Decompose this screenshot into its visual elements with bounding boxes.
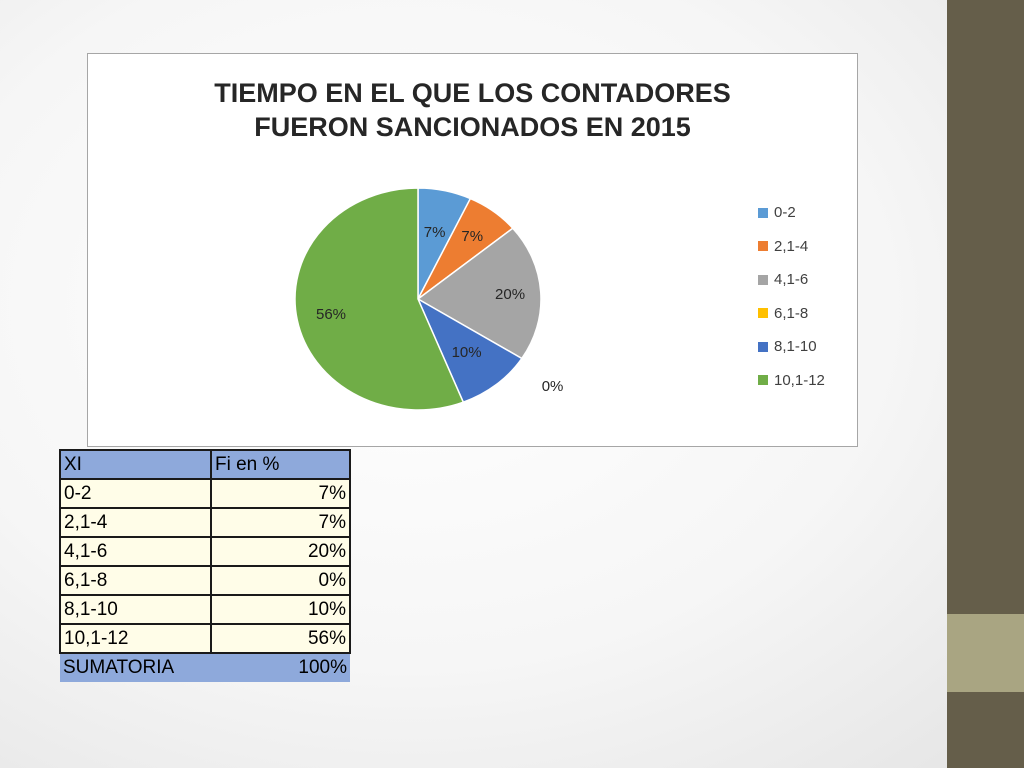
legend-item: 4,1-6 (758, 271, 808, 288)
legend-item: 10,1-12 (758, 372, 825, 389)
chart-title: TIEMPO EN EL QUE LOS CONTADORES FUERON S… (88, 76, 857, 144)
legend-item: 2,1-4 (758, 238, 808, 255)
chart-title-line-1: TIEMPO EN EL QUE LOS CONTADORES (214, 78, 731, 108)
legend-label: 8,1-10 (774, 338, 817, 355)
table-cell-percent: 0% (210, 565, 351, 596)
legend-label: 2,1-4 (774, 237, 809, 255)
pie-chart: 7% 7% 20% 0% 10% 56% (294, 187, 564, 411)
legend-label: 0-2 (774, 204, 796, 221)
legend-item: 6,1-8 (758, 305, 808, 322)
table-cell-class: 10,1-12 (59, 623, 212, 654)
table-row: 6,1-8 0% (59, 565, 351, 596)
side-bar-accent (947, 614, 1024, 692)
table-cell-class: 8,1-10 (59, 594, 212, 625)
table-row: 0-2 7% (59, 478, 351, 509)
pie-slice-3 (416, 227, 542, 360)
legend-swatch (758, 274, 768, 285)
table-header-xi: XI (59, 449, 212, 480)
legend-item: 8,1-10 (758, 338, 817, 355)
legend-swatch (758, 241, 768, 251)
table-row: 8,1-10 10% (59, 594, 351, 625)
legend-swatch (758, 207, 768, 218)
frequency-table: XI Fi en % 0-2 7% 2,1-4 7% 4,1-6 20% 6,1… (59, 449, 351, 682)
pie-slice-6 (294, 187, 465, 411)
pie-data-label: 20% (495, 286, 525, 303)
table-cell-percent: 10% (210, 594, 351, 625)
table-cell-class: 6,1-8 (59, 565, 212, 596)
pie-data-label: 0% (542, 378, 564, 395)
pie-data-label: 10% (452, 344, 482, 361)
legend-label: 4,1-6 (774, 271, 809, 288)
legend-swatch (758, 308, 768, 318)
table-row: 4,1-6 20% (59, 536, 351, 567)
table-cell-class: 2,1-4 (59, 507, 212, 538)
table-header-row: XI Fi en % (59, 449, 351, 480)
pie-data-label: 7% (424, 224, 446, 241)
pie-data-label: 56% (316, 306, 346, 323)
legend-label: 6,1-8 (774, 304, 809, 322)
table-cell-percent: 7% (210, 478, 351, 509)
legend-swatch (758, 341, 768, 352)
chart-frame: 7% 7% 20% 0% 10% 56% TIEMPO EN EL QUE LOS CON… (87, 53, 858, 447)
table-row: 2,1-4 7% (59, 507, 351, 538)
pie-slice-5 (416, 297, 523, 404)
table-cell-class: 0-2 (59, 478, 212, 509)
legend-swatch (758, 375, 768, 385)
table-total-row: SUMATORIA 100% (60, 653, 350, 682)
table-total-label: SUMATORIA (60, 653, 211, 682)
legend-item: 0-2 (758, 204, 796, 221)
table-cell-percent: 20% (210, 536, 351, 567)
table-cell-class: 4,1-6 (59, 536, 212, 567)
table-header-fi: Fi en % (210, 449, 351, 480)
table-cell-percent: 56% (210, 623, 351, 654)
chart-title-line-2: FUERON SANCIONADOS EN 2015 (254, 112, 691, 142)
table-row: 10,1-12 56% (59, 623, 351, 654)
table-cell-percent: 7% (210, 507, 351, 538)
table-total-value: 100% (211, 653, 350, 682)
legend-label: 10,1-12 (774, 371, 825, 389)
pie-data-label: 7% (461, 228, 483, 245)
